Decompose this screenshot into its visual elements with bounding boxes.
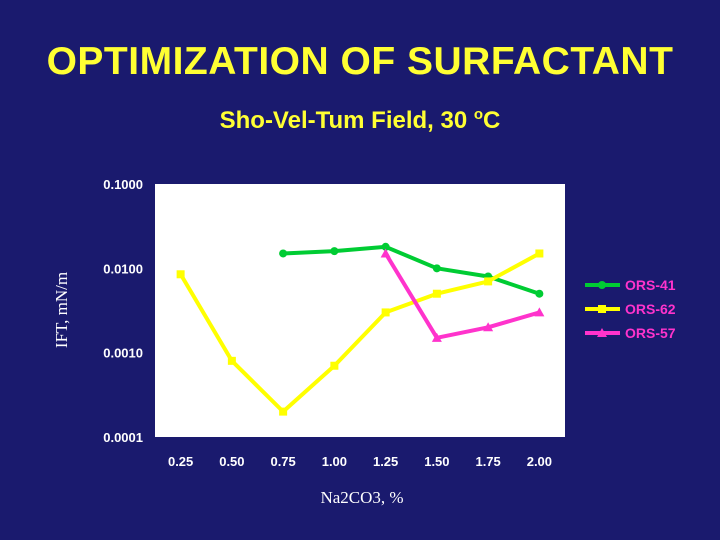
- legend-marker: [598, 305, 606, 313]
- data-point-ors-41: [279, 249, 288, 258]
- x-tick-label: 1.50: [424, 454, 449, 469]
- x-tick-label: 0.50: [219, 454, 244, 469]
- y-tick-label: 0.1000: [103, 177, 143, 192]
- plot-area: [155, 184, 565, 437]
- x-tick-label: 2.00: [527, 454, 552, 469]
- legend-label: ORS-57: [625, 325, 676, 341]
- x-tick-label: 0.75: [270, 454, 295, 469]
- data-point-ors-57: [431, 332, 442, 342]
- data-point-ors-41: [535, 289, 544, 298]
- data-point-ors-41: [381, 242, 390, 251]
- series-line-ors-41: [283, 244, 541, 296]
- data-point-ors-62: [484, 277, 493, 286]
- legend-item-ors-57: ORS-57: [585, 325, 676, 341]
- x-tick-label: 1.25: [373, 454, 398, 469]
- y-tick-label: 0.0010: [103, 346, 143, 361]
- series-ors-62: [176, 249, 544, 416]
- data-point-ors-62: [432, 289, 441, 298]
- series-line-ors-62: [178, 251, 541, 414]
- data-point-ors-57: [534, 307, 545, 317]
- data-point-ors-62: [330, 361, 339, 370]
- subtitle-superscript: o: [473, 106, 484, 123]
- data-point-ors-41: [330, 247, 339, 256]
- slide-title: OPTIMIZATION OF SURFACTANT: [46, 40, 674, 83]
- data-point-ors-57: [483, 322, 494, 332]
- legend-label: ORS-62: [625, 301, 676, 317]
- legend-item-ors-41: ORS-41: [585, 277, 676, 293]
- x-tick-label: 1.75: [475, 454, 500, 469]
- x-tick-label: 0.25: [168, 454, 193, 469]
- series-ors-57: [380, 248, 545, 342]
- legend-label: ORS-41: [625, 277, 676, 293]
- x-tick-labels: 0.25 0.50 0.75 1.00 1.25 1.50 1.75 2.00: [168, 454, 552, 469]
- subtitle-text: Sho-Vel-Tum Field, 30: [219, 107, 474, 134]
- x-axis-title: Na2CO3, %: [320, 488, 403, 507]
- legend-item-ors-62: ORS-62: [585, 301, 676, 317]
- series-ors-41: [279, 242, 544, 298]
- data-point-ors-62: [279, 407, 288, 416]
- series-line-ors-57: [383, 252, 540, 340]
- data-point-ors-57: [380, 248, 391, 258]
- legend-marker: [598, 281, 606, 289]
- data-point-ors-62: [381, 308, 390, 317]
- data-point-ors-62: [535, 249, 544, 258]
- series-layer: [176, 242, 545, 416]
- data-point-ors-62: [176, 270, 185, 279]
- data-point-ors-62: [227, 356, 236, 365]
- x-tick-label: 1.00: [322, 454, 347, 469]
- y-tick-label: 0.0100: [103, 261, 143, 276]
- legend-marker: [597, 328, 607, 337]
- y-tick-labels: 0.1000 0.0100 0.0010 0.0001: [103, 177, 143, 445]
- y-axis-title: IFT, mN/m: [52, 272, 71, 348]
- chart-subtitle: Sho-Vel-Tum Field, 30 oC: [0, 106, 720, 135]
- data-point-ors-41: [432, 264, 441, 273]
- y-tick-label: 0.0001: [103, 430, 143, 445]
- subtitle-unit: C: [483, 107, 501, 134]
- legend: ORS-41 ORS-62 ORS-57: [585, 277, 676, 341]
